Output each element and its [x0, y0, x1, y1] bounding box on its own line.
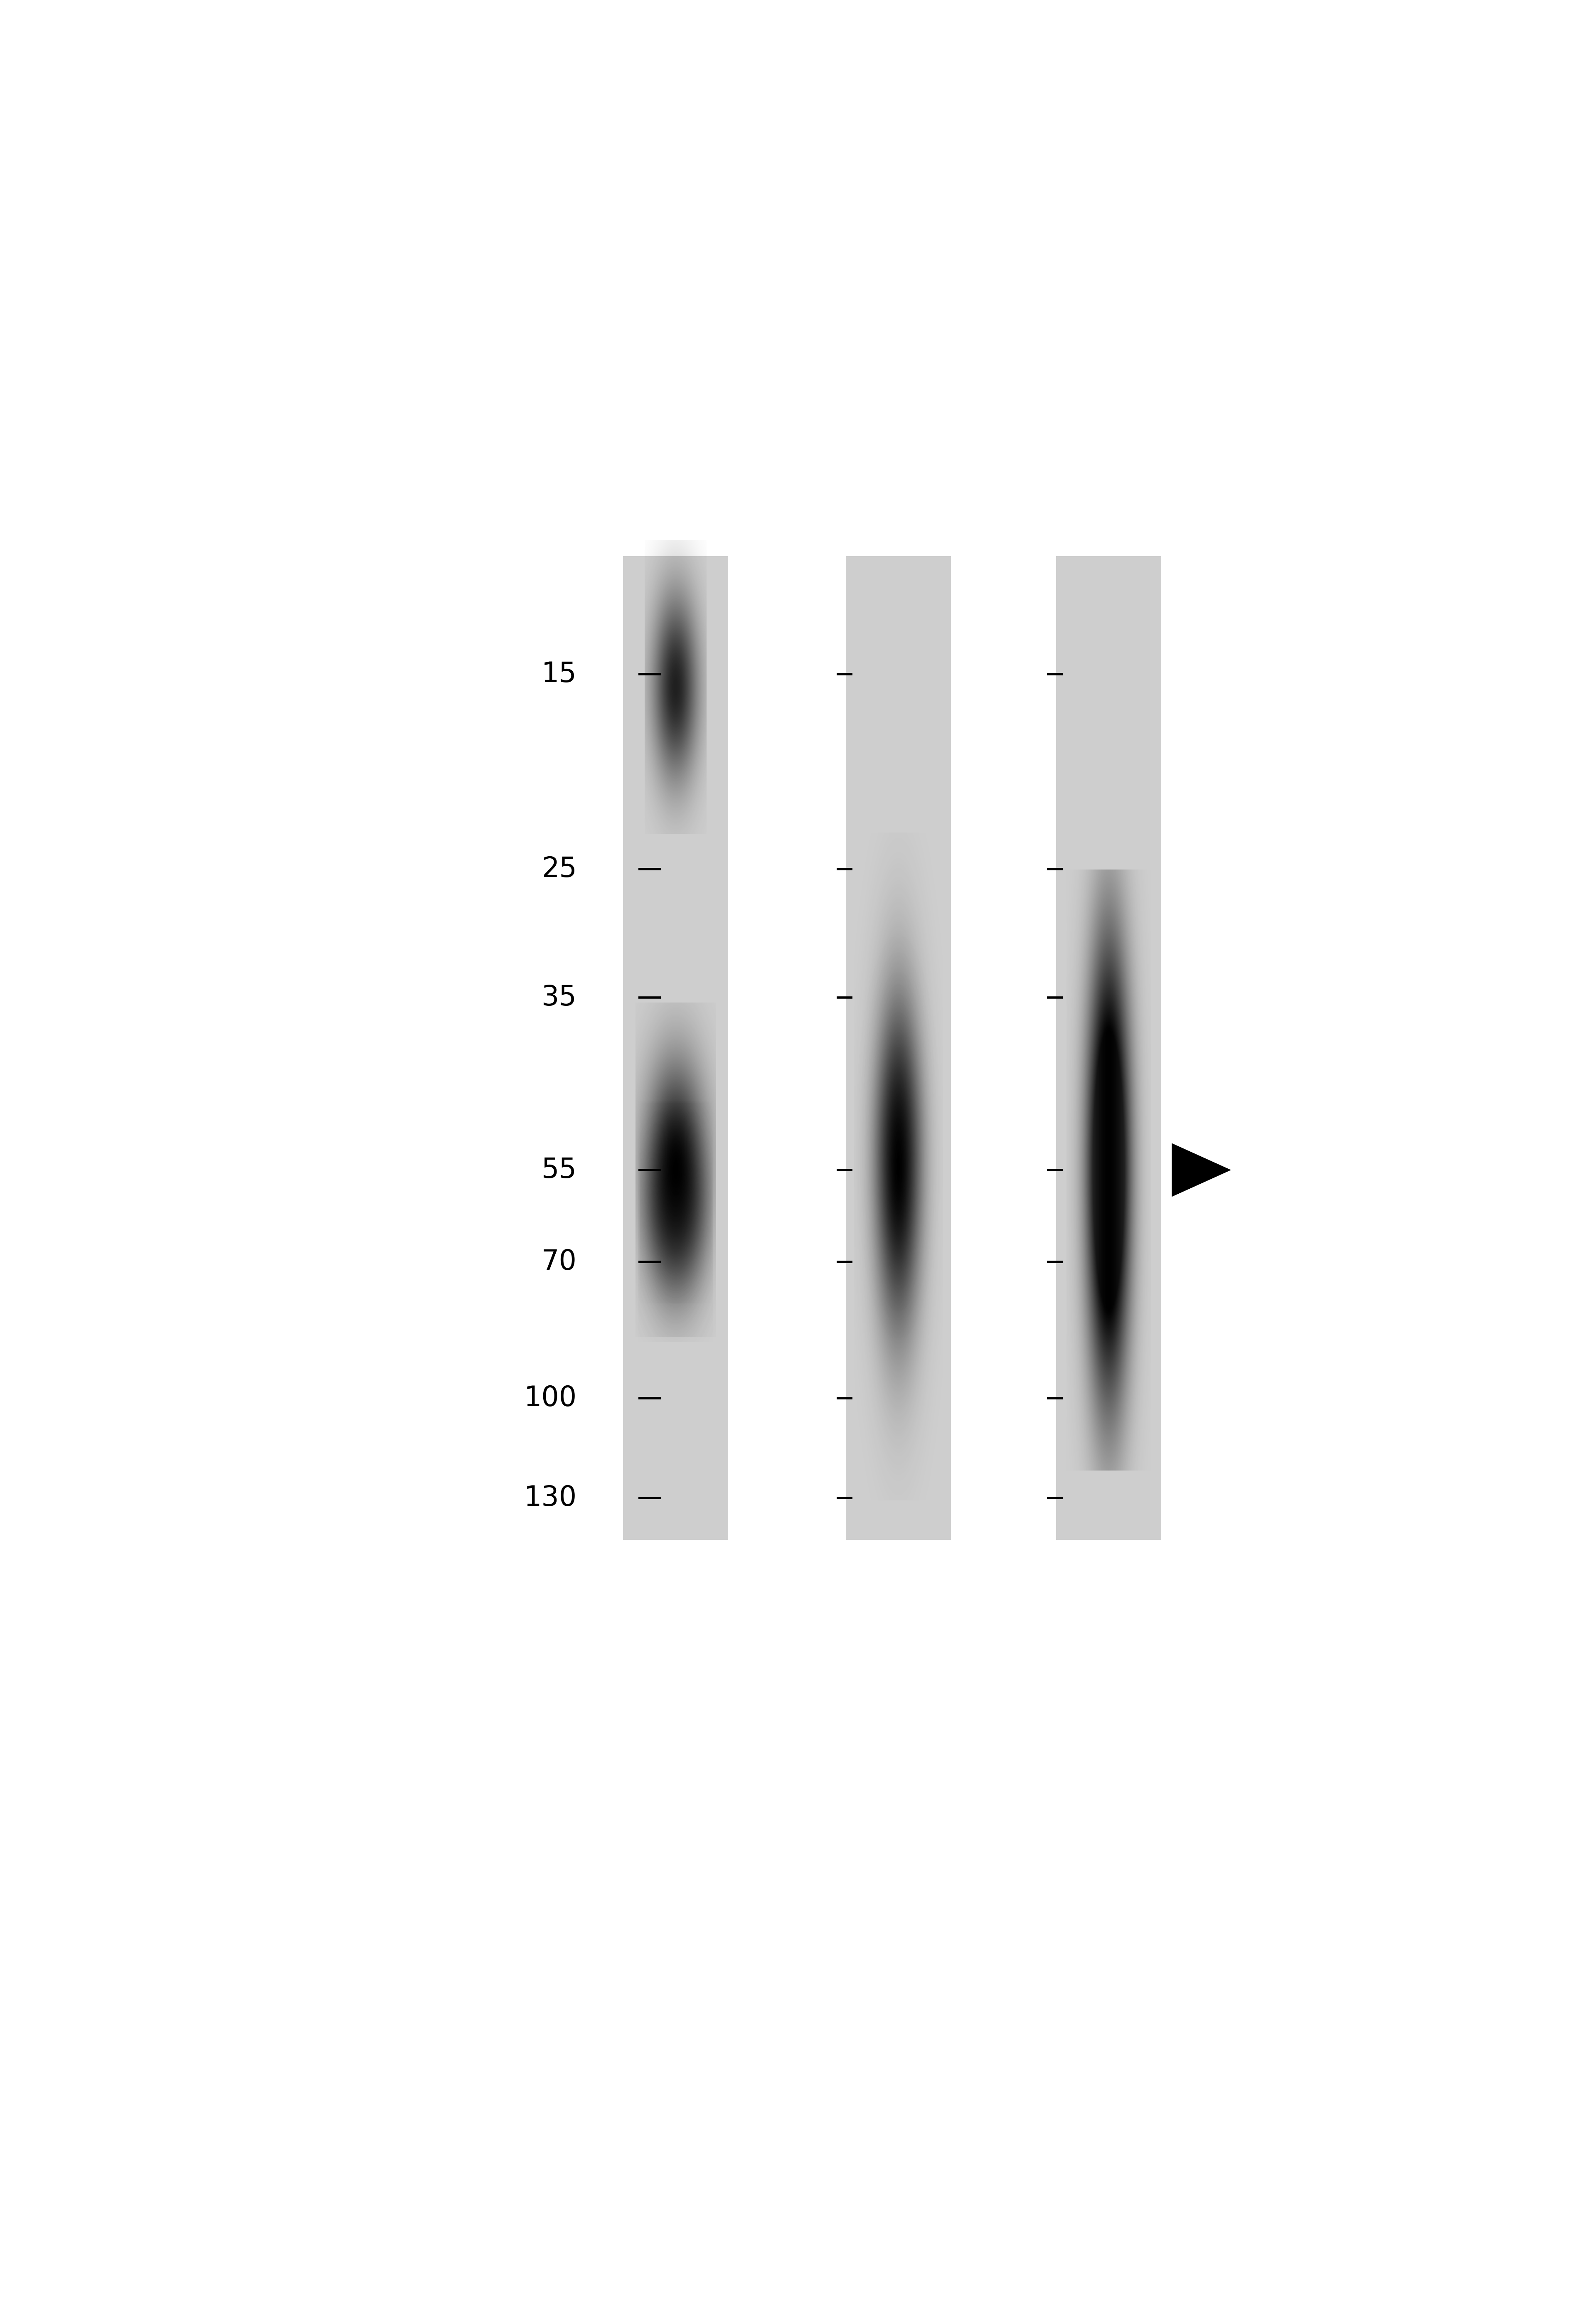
- Text: 55: 55: [541, 1157, 576, 1185]
- Polygon shape: [1171, 1143, 1231, 1196]
- Text: 35: 35: [541, 985, 576, 1011]
- Bar: [846, 555, 951, 1540]
- Text: 15: 15: [541, 660, 576, 688]
- Text: 130: 130: [523, 1484, 576, 1512]
- Bar: [622, 555, 728, 1540]
- Text: 70: 70: [541, 1247, 576, 1275]
- Text: 25: 25: [541, 855, 576, 883]
- Text: 100: 100: [523, 1385, 576, 1412]
- Bar: [1057, 555, 1162, 1540]
